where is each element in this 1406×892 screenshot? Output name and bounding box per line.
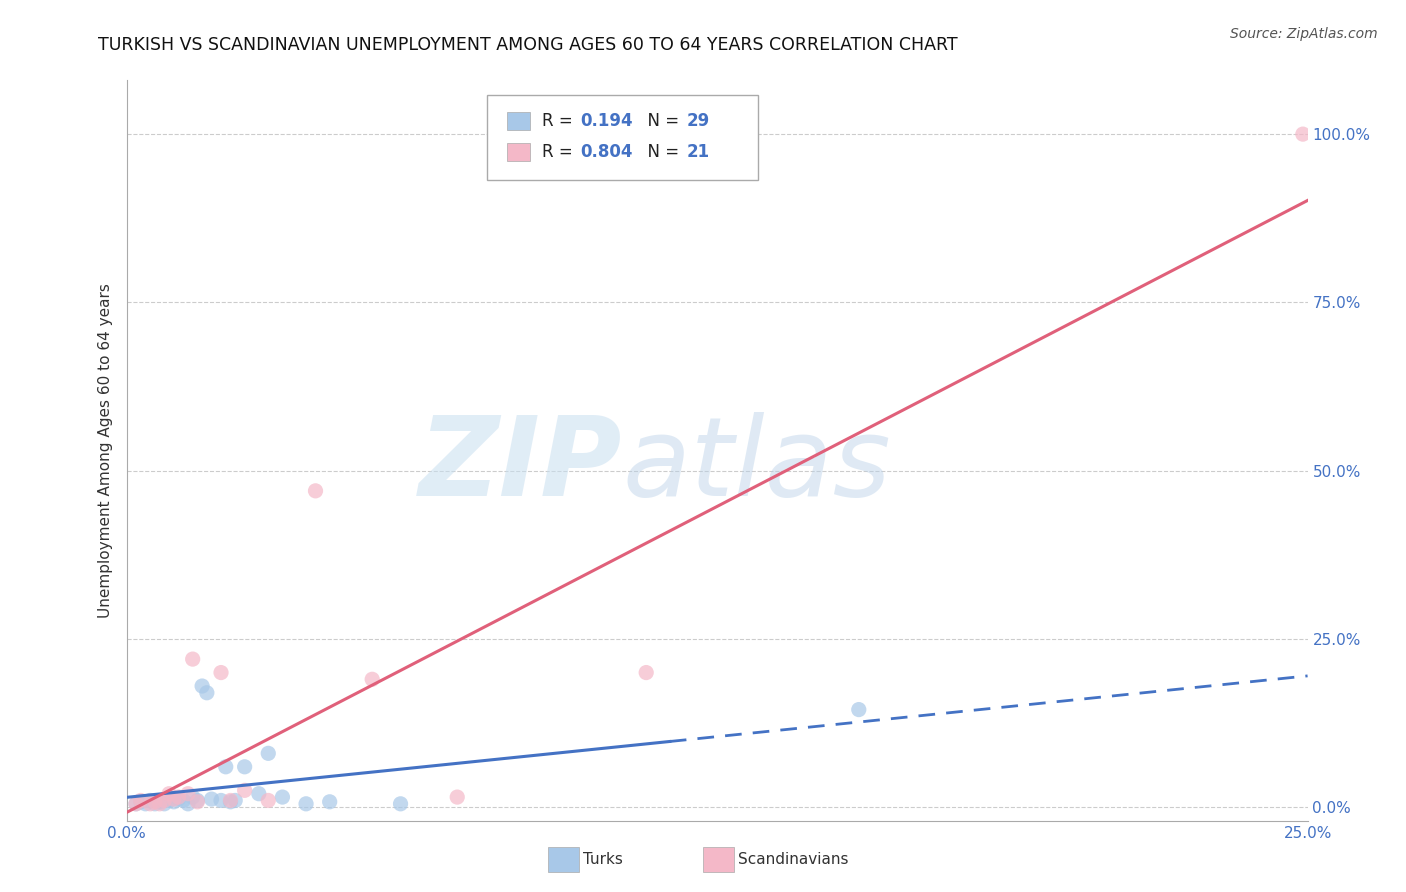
Point [129,793,152,807]
Y-axis label: Unemployment Among Ages 60 to 64 years: Unemployment Among Ages 60 to 64 years [97,283,112,618]
Text: N =: N = [637,143,685,161]
Point [848,703,870,717]
Point [233,783,256,797]
FancyBboxPatch shape [486,95,758,180]
Point [295,797,318,811]
Point [129,795,152,809]
Point [149,797,172,811]
Point [318,795,340,809]
Point [209,793,232,807]
Point [134,797,156,811]
Point [177,787,200,801]
Point [200,792,222,806]
Point [209,665,232,680]
Point [636,665,658,680]
Text: 21: 21 [686,143,710,161]
Text: 0.804: 0.804 [581,143,633,161]
Point [361,673,384,687]
Point [233,760,256,774]
Point [224,793,246,807]
Point [125,797,148,811]
Point [191,679,214,693]
Text: R =: R = [543,112,578,130]
Point [257,747,280,761]
Point [257,793,280,807]
Point [163,795,186,809]
Point [446,790,468,805]
Point [304,483,326,498]
Point [143,797,166,811]
Point [139,797,162,811]
Point [215,760,238,774]
Text: Source: ZipAtlas.com: Source: ZipAtlas.com [1230,27,1378,41]
Point [125,797,148,811]
Point [177,797,200,811]
Point [167,792,190,806]
Text: R =: R = [543,143,578,161]
Point [157,787,180,801]
Point [153,797,176,811]
Point [163,792,186,806]
Point [1292,127,1315,141]
Point [195,686,218,700]
Point [219,795,242,809]
Text: atlas: atlas [623,412,891,519]
Point [181,790,204,805]
Text: Scandinavians: Scandinavians [738,853,849,867]
Point [153,793,176,807]
Text: 0.194: 0.194 [581,112,633,130]
Point [172,793,194,807]
Text: TURKISH VS SCANDINAVIAN UNEMPLOYMENT AMONG AGES 60 TO 64 YEARS CORRELATION CHART: TURKISH VS SCANDINAVIAN UNEMPLOYMENT AMO… [98,36,957,54]
Point [247,787,270,801]
Point [149,795,172,809]
Point [157,793,180,807]
Point [167,790,190,805]
Point [139,793,162,807]
Point [186,795,208,809]
Text: N =: N = [637,112,685,130]
FancyBboxPatch shape [506,112,530,130]
FancyBboxPatch shape [506,144,530,161]
Text: ZIP: ZIP [419,412,623,519]
Text: 29: 29 [686,112,710,130]
Point [271,790,294,805]
Point [389,797,412,811]
Point [181,652,204,666]
Point [186,793,208,807]
Point [219,793,242,807]
Text: Turks: Turks [583,853,623,867]
Point [143,795,166,809]
